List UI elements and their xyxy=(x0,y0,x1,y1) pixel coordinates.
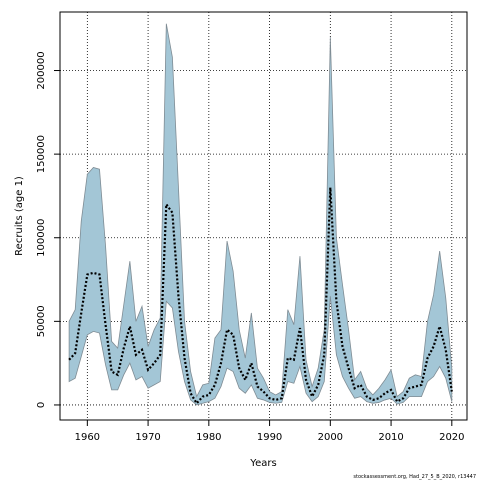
x-tick-label-2010: 2010 xyxy=(378,432,403,443)
x-tick-label-1960: 1960 xyxy=(75,432,100,443)
y-tick-label-100000: 100000 xyxy=(36,219,47,257)
confidence-band xyxy=(68,23,453,406)
x-tick-label-1990: 1990 xyxy=(257,432,282,443)
x-axis-title: Years xyxy=(249,458,276,469)
footer-credit: stockassessment.org, Had_27_5_B_2020, r1… xyxy=(353,474,476,480)
y-axis-title: Recruits (age 1) xyxy=(14,176,25,256)
x-axis-ticks: 1960 1970 1980 1990 2000 2010 2020 xyxy=(75,420,465,443)
x-tick-label-1970: 1970 xyxy=(135,432,160,443)
estimate-line-group xyxy=(68,187,453,406)
plot-frame xyxy=(59,11,468,421)
y-tick-label-50000: 50000 xyxy=(36,305,47,337)
x-tick-label-1980: 1980 xyxy=(196,432,221,443)
x-tick-label-2020: 2020 xyxy=(439,432,464,443)
confidence-band-group xyxy=(68,23,453,406)
estimate-line xyxy=(68,187,453,406)
y-axis-ticks: 0 50000 100000 150000 200000 xyxy=(36,51,60,408)
x-tick-label-2000: 2000 xyxy=(318,432,343,443)
y-tick-label-150000: 150000 xyxy=(36,135,47,173)
y-tick-label-200000: 200000 xyxy=(36,51,47,89)
y-tick-label-0: 0 xyxy=(36,402,47,408)
